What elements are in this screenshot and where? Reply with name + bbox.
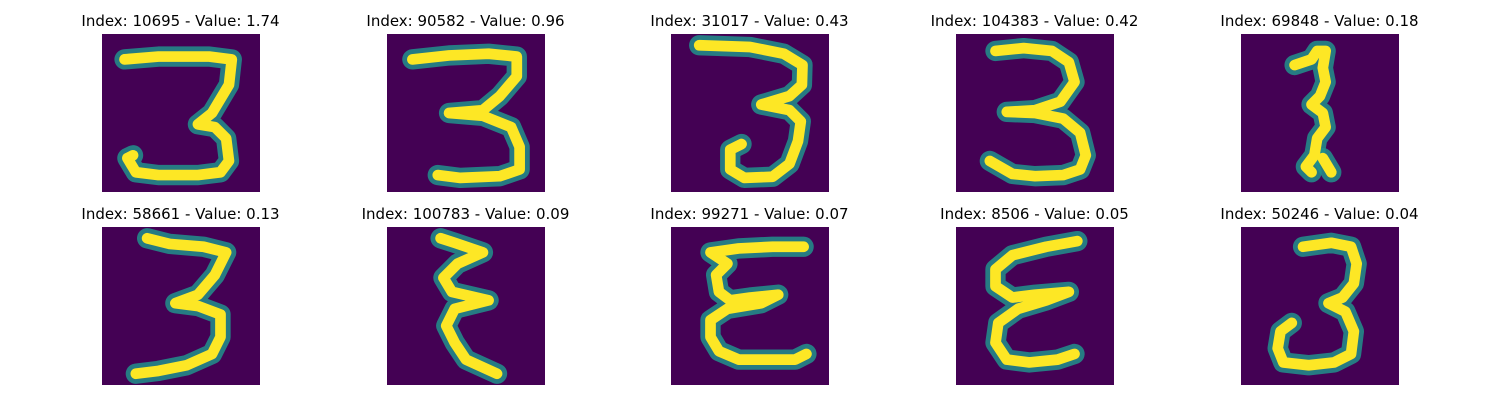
digit-image: [102, 34, 260, 192]
digit-image: [671, 227, 829, 385]
panel-title: Index: 90582 - Value: 0.96: [366, 12, 565, 30]
panel-title: Index: 69848 - Value: 0.18: [1220, 12, 1419, 30]
digit-image: [956, 34, 1114, 192]
panel-title: Index: 58661 - Value: 0.13: [81, 205, 280, 223]
digit-image: [671, 34, 829, 192]
digit-image: [102, 227, 260, 385]
digit-image: [1241, 227, 1399, 385]
panel-title: Index: 100783 - Value: 0.09: [361, 205, 570, 223]
panel-title: Index: 99271 - Value: 0.07: [650, 205, 849, 223]
panel-title: Index: 10695 - Value: 1.74: [81, 12, 280, 30]
panel-title: Index: 31017 - Value: 0.43: [650, 12, 849, 30]
digit-image: [956, 227, 1114, 385]
digit-image: [387, 227, 545, 385]
panel-title: Index: 104383 - Value: 0.42: [930, 12, 1139, 30]
digit-image: [1241, 34, 1399, 192]
panel-title: Index: 50246 - Value: 0.04: [1220, 205, 1419, 223]
panel-title: Index: 8506 - Value: 0.05: [940, 205, 1129, 223]
digit-image: [387, 34, 545, 192]
